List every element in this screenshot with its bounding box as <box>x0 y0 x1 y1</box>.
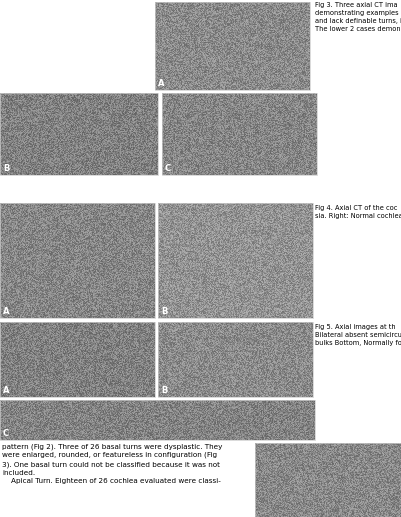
Bar <box>254 443 401 517</box>
Text: B: B <box>3 164 9 173</box>
Text: A: A <box>158 79 164 88</box>
Bar <box>0 203 155 318</box>
Bar <box>0 93 158 175</box>
Text: B: B <box>160 386 167 395</box>
Text: C: C <box>3 429 9 438</box>
Bar <box>0 322 155 397</box>
Text: Fig 4. Axial CT of the coc
sia. Right: Normal cochlea: Fig 4. Axial CT of the coc sia. Right: N… <box>314 205 401 219</box>
Bar <box>158 203 312 318</box>
Text: C: C <box>164 164 171 173</box>
Text: A: A <box>3 386 10 395</box>
Text: pattern (Fig 2). Three of 26 basal turns were dysplastic. They
were enlarged, ro: pattern (Fig 2). Three of 26 basal turns… <box>2 443 222 484</box>
Bar <box>155 2 309 90</box>
Text: Fig 5. Axial images at th
Bilateral absent semicircu
bulks Bottom, Normally fo: Fig 5. Axial images at th Bilateral abse… <box>314 324 401 346</box>
Text: A: A <box>3 307 10 316</box>
Text: B: B <box>160 307 167 316</box>
Bar <box>0 400 314 440</box>
Text: Fig 3. Three axial CT ima
demonstrating examples o
and lack definable turns, in
: Fig 3. Three axial CT ima demonstrating … <box>314 2 401 32</box>
Bar <box>162 93 316 175</box>
Bar <box>158 322 312 397</box>
